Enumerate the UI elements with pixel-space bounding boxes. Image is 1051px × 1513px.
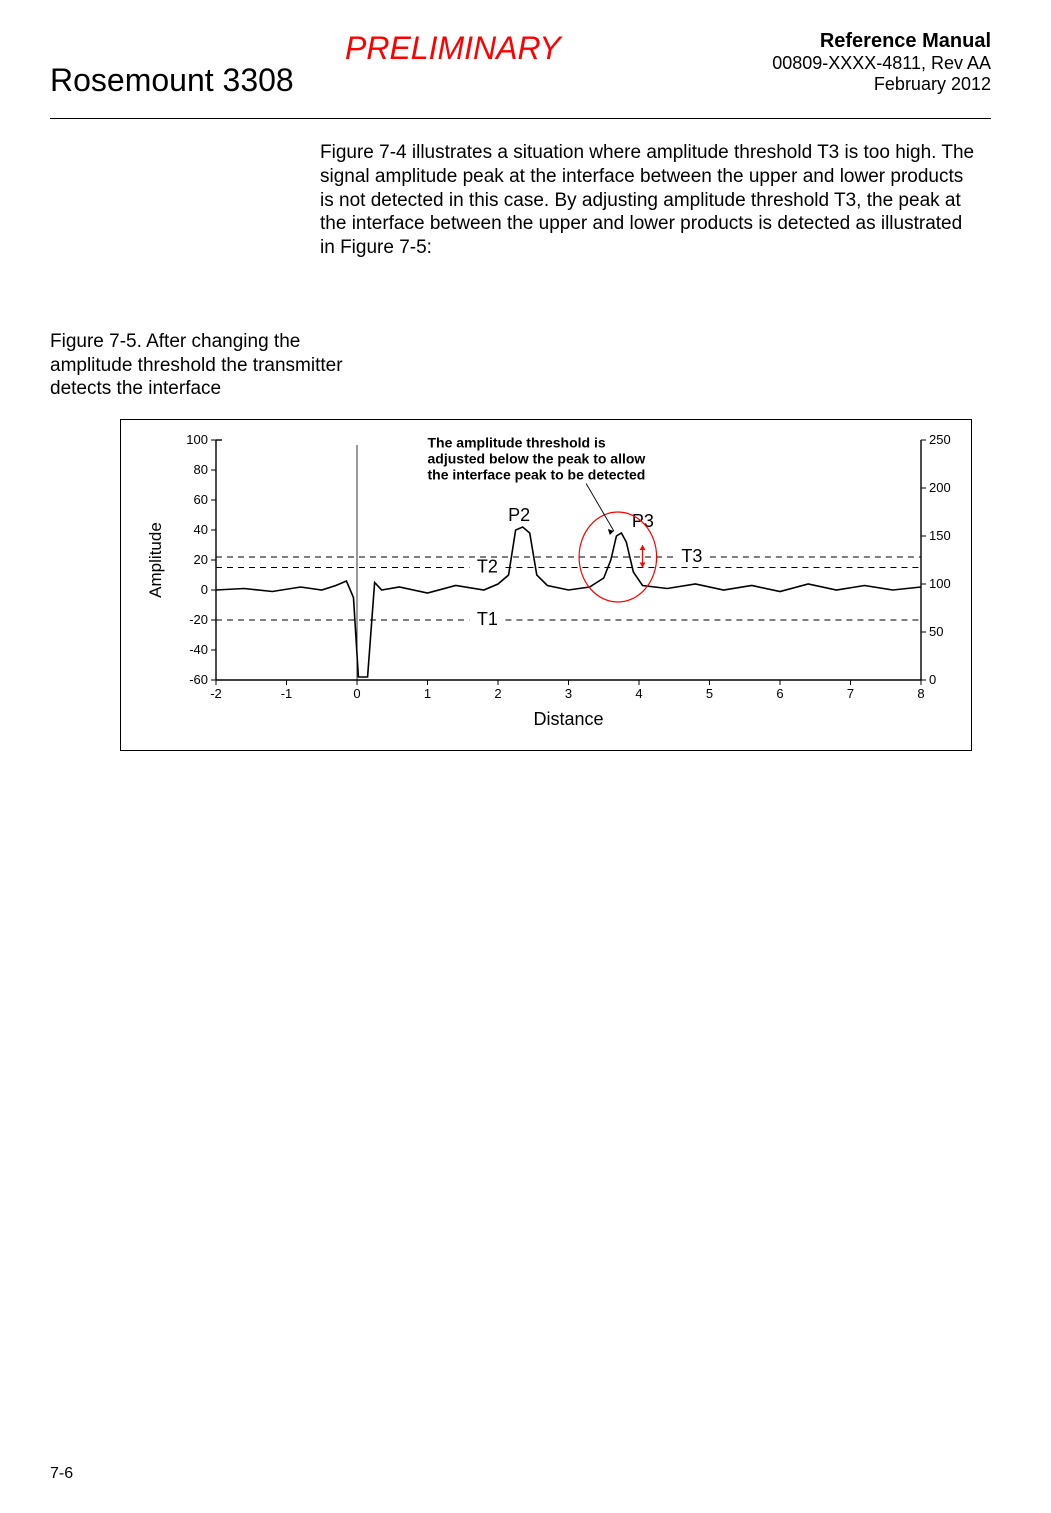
svg-text:3: 3 xyxy=(565,686,572,701)
page-header: Rosemount 3308 PRELIMINARY Reference Man… xyxy=(50,30,991,110)
reference-doc: 00809-XXXX-4811, Rev AA xyxy=(772,53,991,74)
svg-text:200: 200 xyxy=(929,480,951,495)
svg-text:-60: -60 xyxy=(189,672,208,687)
svg-text:150: 150 xyxy=(929,528,951,543)
svg-text:2: 2 xyxy=(494,686,501,701)
svg-text:80: 80 xyxy=(194,462,208,477)
svg-text:T3: T3 xyxy=(681,546,702,566)
svg-text:1: 1 xyxy=(424,686,431,701)
svg-text:100: 100 xyxy=(929,576,951,591)
svg-text:Amplitude: Amplitude xyxy=(146,522,165,598)
svg-text:the interface peak to be detec: the interface peak to be detected xyxy=(428,467,646,483)
svg-text:4: 4 xyxy=(635,686,642,701)
svg-text:-2: -2 xyxy=(210,686,222,701)
svg-text:The amplitude threshold is: The amplitude threshold is xyxy=(428,435,606,451)
svg-text:60: 60 xyxy=(194,492,208,507)
svg-text:-40: -40 xyxy=(189,642,208,657)
svg-text:P2: P2 xyxy=(508,505,530,525)
reference-title: Reference Manual xyxy=(772,30,991,53)
svg-text:0: 0 xyxy=(201,582,208,597)
svg-text:0: 0 xyxy=(929,672,936,687)
figure-caption: Figure 7-5. After changing the amplitude… xyxy=(50,330,370,401)
svg-text:5: 5 xyxy=(706,686,713,701)
reference-date: February 2012 xyxy=(772,74,991,95)
svg-text:40: 40 xyxy=(194,522,208,537)
svg-text:20: 20 xyxy=(194,552,208,567)
svg-text:8: 8 xyxy=(917,686,924,701)
svg-text:0: 0 xyxy=(353,686,360,701)
reference-block: Reference Manual 00809-XXXX-4811, Rev AA… xyxy=(772,30,991,95)
product-title: Rosemount 3308 xyxy=(50,62,294,99)
svg-text:6: 6 xyxy=(776,686,783,701)
header-rule xyxy=(50,118,991,119)
page-number: 7-6 xyxy=(50,1465,73,1483)
waveform-chart: -60-40-20020406080100050100150200250-2-1… xyxy=(121,420,971,750)
figure-7-5: -60-40-20020406080100050100150200250-2-1… xyxy=(120,419,972,751)
svg-text:T1: T1 xyxy=(477,609,498,629)
svg-text:-1: -1 xyxy=(281,686,293,701)
svg-text:adjusted below the peak to all: adjusted below the peak to allow xyxy=(428,451,646,467)
svg-text:7: 7 xyxy=(847,686,854,701)
svg-text:P3: P3 xyxy=(632,511,654,531)
preliminary-stamp: PRELIMINARY xyxy=(345,30,561,67)
svg-text:250: 250 xyxy=(929,432,951,447)
svg-text:100: 100 xyxy=(186,432,208,447)
svg-text:Distance: Distance xyxy=(533,709,603,729)
svg-text:50: 50 xyxy=(929,624,943,639)
body-paragraph: Figure 7-4 illustrates a situation where… xyxy=(320,141,980,260)
svg-text:-20: -20 xyxy=(189,612,208,627)
svg-text:T2: T2 xyxy=(477,557,498,577)
